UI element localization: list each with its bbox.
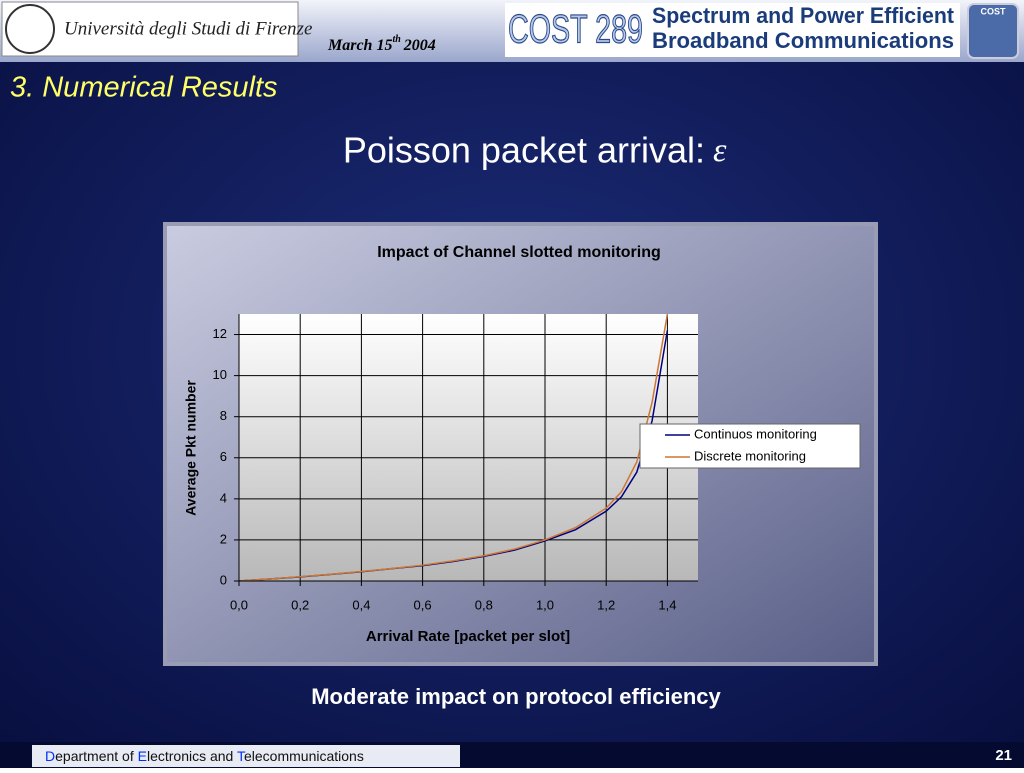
page-number: 21 xyxy=(995,747,1012,764)
legend xyxy=(639,423,861,469)
cost-badge xyxy=(967,3,1019,59)
university-logo xyxy=(1,1,299,57)
y-tick-label: 2 xyxy=(220,531,227,546)
seal xyxy=(5,4,55,54)
x-tick-label: 1,0 xyxy=(536,597,554,612)
footer-initial: T xyxy=(237,748,246,764)
legend-label: Discrete monitoring xyxy=(694,448,806,463)
cost-logo-text: COST 289 xyxy=(508,8,643,52)
y-tick-label: 10 xyxy=(213,367,227,382)
y-tick-label: 4 xyxy=(220,490,227,505)
footer-initial: D xyxy=(45,748,55,764)
x-axis-label: Arrival Rate [packet per slot] xyxy=(366,628,570,645)
cost-logo xyxy=(505,3,960,57)
x-tick-label: 1,2 xyxy=(597,597,615,612)
x-tick-label: 0,2 xyxy=(291,597,309,612)
footer-word: lectronics and xyxy=(147,748,237,764)
series-lines xyxy=(239,314,669,581)
y-axis-label: Average Pkt number xyxy=(183,380,199,516)
footer-word: epartment of xyxy=(55,748,138,764)
conclusion: Moderate impact on protocol efficiency xyxy=(311,684,721,709)
legend-label: Continuos monitoring xyxy=(694,426,817,441)
section-title: 3. Numerical Results xyxy=(10,72,278,104)
x-tick-label: 0,4 xyxy=(352,597,370,612)
slide-title-symbol: ε xyxy=(713,132,727,169)
date-year: 2004 xyxy=(403,37,436,54)
footer-word: elecommunications xyxy=(244,748,364,764)
y-tick-label: 12 xyxy=(213,326,227,341)
slide-title: Poisson packet arrival: xyxy=(343,130,705,171)
date-main: March 15 xyxy=(327,37,392,54)
footer-text: Department of Electronics and Telecommun… xyxy=(45,748,364,764)
project-line: Spectrum and Power Efficient xyxy=(652,3,955,28)
series-line xyxy=(239,314,669,581)
date: March 15th 2004 xyxy=(327,34,436,53)
y-tick-label: 0 xyxy=(220,572,227,587)
x-tick-label: 0,6 xyxy=(414,597,432,612)
y-tick-label: 8 xyxy=(220,408,227,423)
y-tick-label: 6 xyxy=(220,449,227,464)
x-tick-label: 0,0 xyxy=(230,597,248,612)
university-name: Università degli Studi di Firenze xyxy=(64,18,312,39)
chart-title: Impact of Channel slotted monitoring xyxy=(377,244,661,261)
footer-initial: E xyxy=(138,748,147,764)
plot-area xyxy=(239,314,698,581)
date-suffix: th xyxy=(392,34,401,45)
footer-box xyxy=(32,745,460,767)
x-tick-label: 0,8 xyxy=(475,597,493,612)
x-tick-label: 1,4 xyxy=(658,597,676,612)
cost-badge-text: COST xyxy=(980,6,1006,16)
project-line: Broadband Communications xyxy=(652,28,954,53)
